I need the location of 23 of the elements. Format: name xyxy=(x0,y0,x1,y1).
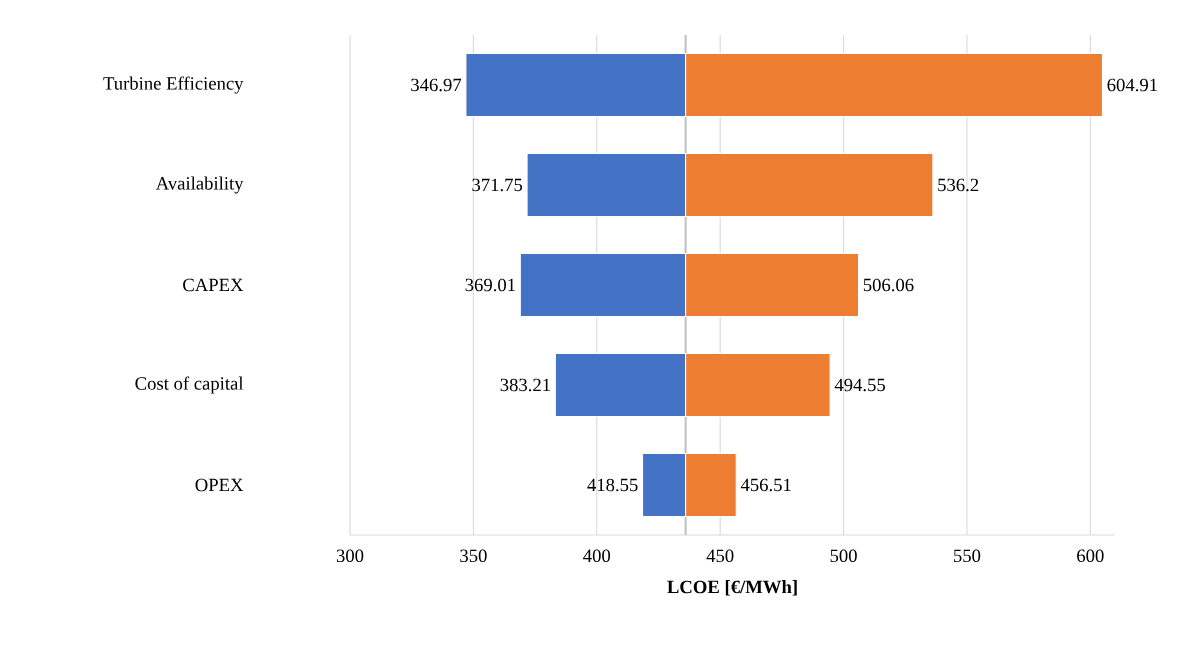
x-tick-label: 500 xyxy=(830,549,857,563)
y-tick-label: OPEX xyxy=(195,478,244,492)
data-label: 494.55 xyxy=(834,378,885,392)
x-tick-label: 450 xyxy=(706,549,734,563)
y-tick-label: Availability xyxy=(155,176,244,194)
x-tick-label: 350 xyxy=(460,549,487,563)
y-tick-label: Turbine Efficiency xyxy=(103,76,244,94)
x-tick-label: 400 xyxy=(583,549,611,563)
data-label: 536.2 xyxy=(938,178,979,192)
data-label: 346.97 xyxy=(411,78,462,92)
data-label: 371.75 xyxy=(472,178,523,192)
data-label: 383.21 xyxy=(500,378,550,392)
x-tick-label: 600 xyxy=(1077,549,1104,563)
data-label: 418.55 xyxy=(587,478,638,492)
x-axis-title: LCOE [€/MWh] xyxy=(667,580,797,596)
x-tick-label: 550 xyxy=(954,549,981,563)
data-label: 456.51 xyxy=(740,478,791,492)
y-tick-label: Cost of capital xyxy=(135,376,244,394)
data-label: 604.91 xyxy=(1107,78,1157,92)
data-label: 369.01 xyxy=(465,278,515,292)
x-tick-label: 300 xyxy=(336,549,364,563)
data-label: 506.06 xyxy=(863,278,914,292)
y-tick-label: CAPEX xyxy=(183,278,244,292)
